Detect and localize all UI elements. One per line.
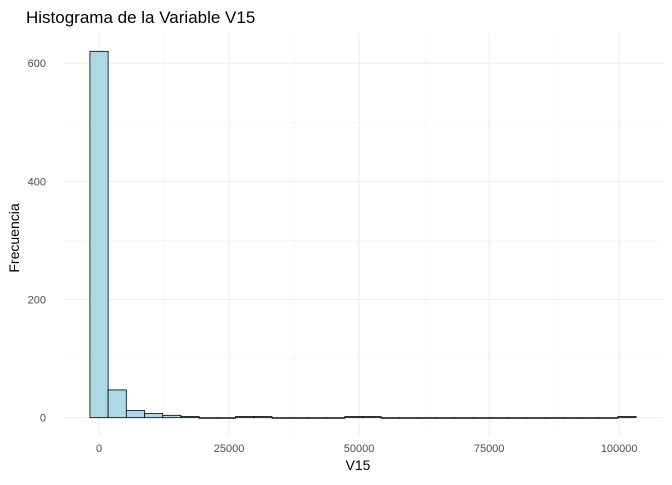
grid-layer xyxy=(63,33,663,436)
histogram-bar xyxy=(198,417,218,419)
histogram-bar xyxy=(362,416,382,419)
histogram-bar xyxy=(562,417,582,419)
x-tick-label: 0 xyxy=(96,443,102,455)
x-tick-label: 50000 xyxy=(344,443,375,455)
histogram-bar xyxy=(435,417,455,419)
y-tick-label: 0 xyxy=(40,413,46,425)
x-tick-label: 100000 xyxy=(601,443,638,455)
histogram-bar xyxy=(471,417,491,419)
histogram-bar xyxy=(326,417,346,419)
histogram-bar xyxy=(89,50,109,419)
x-tick-label: 25000 xyxy=(214,443,245,455)
y-axis-label: Frecuencia xyxy=(6,203,22,272)
histogram-bar xyxy=(417,417,437,419)
histogram-bar xyxy=(216,417,236,419)
histogram-bar xyxy=(399,417,419,419)
y-tick-label: 200 xyxy=(28,295,46,307)
histogram-bar xyxy=(544,417,564,419)
histogram-bar xyxy=(508,417,528,419)
histogram-bar xyxy=(107,389,127,419)
bars-layer xyxy=(89,50,637,419)
histogram-bar xyxy=(180,416,200,419)
x-axis-label: V15 xyxy=(346,457,371,473)
histogram-bar xyxy=(380,417,400,419)
histogram-bar xyxy=(253,416,273,419)
histogram-bar xyxy=(490,417,510,419)
y-tick-label: 400 xyxy=(28,176,46,188)
histogram-bar xyxy=(344,416,364,419)
histogram-bar xyxy=(235,416,255,419)
histogram-bar xyxy=(599,417,619,419)
histogram-bar xyxy=(526,417,546,419)
ticks-layer: 0 25000 50000 75000 100000 0 200 400 600 xyxy=(28,58,638,455)
histogram-bar xyxy=(307,417,327,419)
histogram-bar xyxy=(581,417,601,419)
chart-title: Histograma de la Variable V15 xyxy=(26,8,255,27)
histogram-bar xyxy=(162,414,182,419)
histogram-bar xyxy=(125,410,145,419)
x-tick-label: 75000 xyxy=(474,443,505,455)
histogram-bar xyxy=(271,417,291,419)
y-tick-label: 600 xyxy=(28,58,46,70)
histogram-bar xyxy=(144,413,164,419)
histogram-bar xyxy=(289,417,309,419)
histogram-bar xyxy=(453,417,473,419)
histogram-bar xyxy=(617,416,637,419)
